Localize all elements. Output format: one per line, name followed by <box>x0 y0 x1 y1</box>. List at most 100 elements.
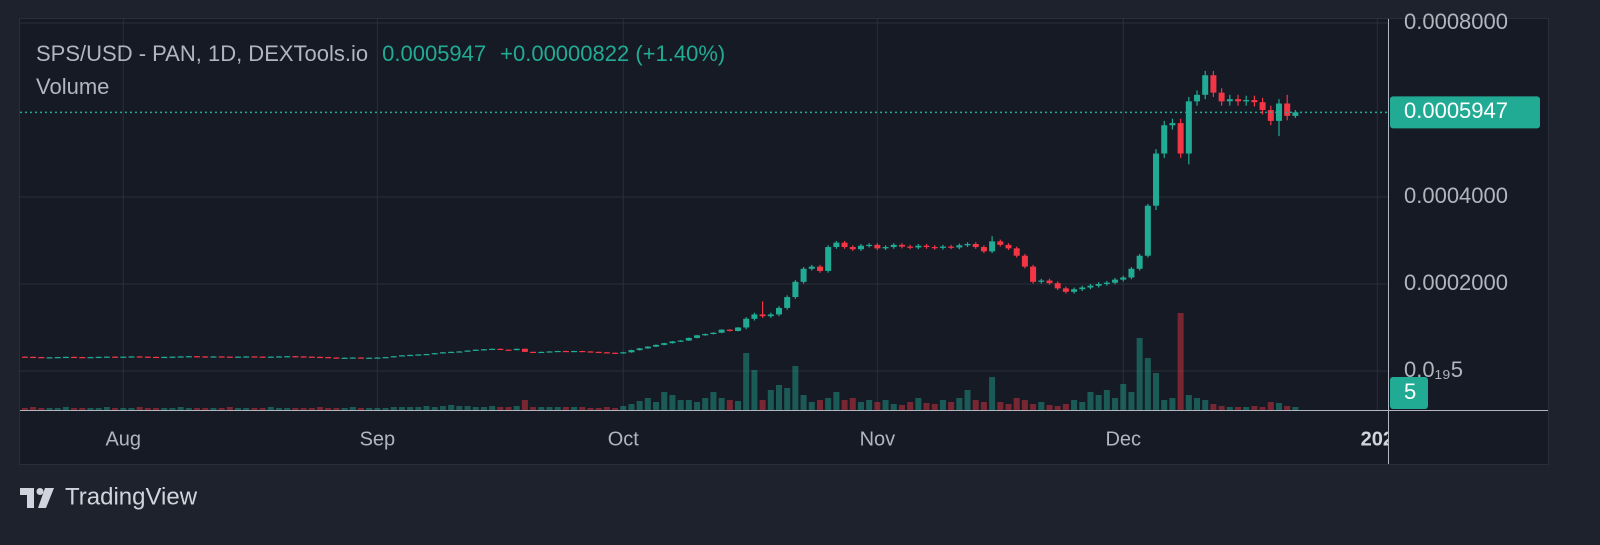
candle-body <box>898 244 905 247</box>
candle-body <box>628 350 635 353</box>
candle-body <box>1005 244 1012 249</box>
price-change: +0.00000822 (+1.40%) <box>500 41 725 66</box>
volume-bar <box>439 406 446 410</box>
volume-bar <box>775 385 782 410</box>
candle-body <box>1284 103 1291 116</box>
volume-bar <box>398 407 405 410</box>
candle-body <box>415 354 422 356</box>
volume-bar <box>415 407 422 410</box>
volume-bar <box>972 400 979 410</box>
volume-bar <box>431 407 438 410</box>
candle-body <box>562 350 569 353</box>
candle-body <box>808 266 815 269</box>
volume-bar <box>1235 407 1242 410</box>
candle-body <box>890 244 897 248</box>
candle-body <box>792 281 799 298</box>
volume-bar <box>595 408 602 410</box>
candle-body <box>653 344 660 347</box>
candle-body <box>177 356 184 358</box>
candle-body <box>866 244 873 247</box>
candle-body <box>644 346 651 349</box>
candle-body <box>112 356 119 358</box>
candle-body <box>579 350 586 353</box>
x-tick-label: 202 <box>1361 428 1394 450</box>
candle-body <box>1185 101 1192 154</box>
volume-bar <box>1079 402 1086 410</box>
x-tick-label: Dec <box>1105 428 1141 450</box>
volume-bar <box>95 408 102 410</box>
volume-bar <box>513 406 520 410</box>
volume-bar <box>251 408 258 410</box>
volume-bar <box>1161 400 1168 410</box>
candle-body <box>1202 75 1209 95</box>
candle-body <box>743 318 750 328</box>
candle-body <box>54 357 61 359</box>
volume-bar <box>1284 406 1291 410</box>
candle-body <box>931 247 938 249</box>
candle-body <box>554 350 561 353</box>
volume-bar <box>587 408 594 410</box>
candle-body <box>923 245 930 248</box>
volume-bar <box>866 400 873 410</box>
y-tick-label: 0.0002000 <box>1404 270 1508 295</box>
candle-body <box>964 243 971 246</box>
x-axis-labels: Aug Sep Oct Nov Dec 202 <box>105 428 1394 450</box>
candle-body <box>874 244 881 249</box>
candle-body <box>1054 283 1061 289</box>
candle-body <box>1259 102 1266 111</box>
volume-bar <box>1128 392 1135 410</box>
volume-bar <box>54 408 61 410</box>
volume-bar <box>1243 407 1250 410</box>
candle-body <box>226 356 233 358</box>
candle-body <box>1210 75 1217 93</box>
candle-body <box>120 356 127 358</box>
volume-bar <box>62 407 69 410</box>
volume-bar <box>1046 405 1053 410</box>
grid <box>20 19 1388 410</box>
candle-body <box>636 348 643 351</box>
candle-body <box>366 357 373 359</box>
volume-bar <box>128 408 135 410</box>
candle-body <box>480 349 487 351</box>
candle-body <box>407 354 414 357</box>
last-price: 0.0005947 <box>382 41 486 66</box>
volume-bar <box>341 408 348 410</box>
volume-bar <box>653 402 660 410</box>
volume-bar <box>841 400 848 410</box>
candle-body <box>669 341 676 344</box>
volume-bar <box>907 402 914 410</box>
volume-bar <box>480 407 487 410</box>
volume-bar <box>980 402 987 410</box>
candle-body <box>882 247 889 249</box>
candle-body <box>521 348 528 352</box>
candle-body <box>398 355 405 357</box>
volume-bar <box>964 390 971 410</box>
chart-panel <box>19 18 1549 465</box>
candle-body <box>513 348 520 351</box>
volume-bar <box>816 400 823 410</box>
candle-body <box>784 297 791 308</box>
candle-body <box>1169 123 1176 126</box>
volume-bar <box>218 408 225 410</box>
volume-bar <box>1210 404 1217 410</box>
volume-bar <box>956 398 963 410</box>
candle-body <box>169 356 176 358</box>
volume-bar <box>366 408 373 410</box>
volume-bar <box>456 406 463 410</box>
volume-bar <box>210 408 217 410</box>
volume-bar <box>1030 404 1037 410</box>
candle-body <box>989 241 996 252</box>
candle-body <box>284 356 291 358</box>
brand: TradingView <box>65 483 198 510</box>
candle-body <box>308 356 315 358</box>
last-price-label: 0.0005947 <box>1404 98 1508 123</box>
volume-bar <box>1275 403 1282 410</box>
candle-body <box>767 314 774 317</box>
volume-label: 5 <box>1404 379 1416 404</box>
candle-body <box>38 357 45 359</box>
candle-body <box>185 356 192 358</box>
candle-body <box>259 356 266 358</box>
volume-box <box>1390 377 1428 409</box>
volume-bar <box>898 405 905 410</box>
